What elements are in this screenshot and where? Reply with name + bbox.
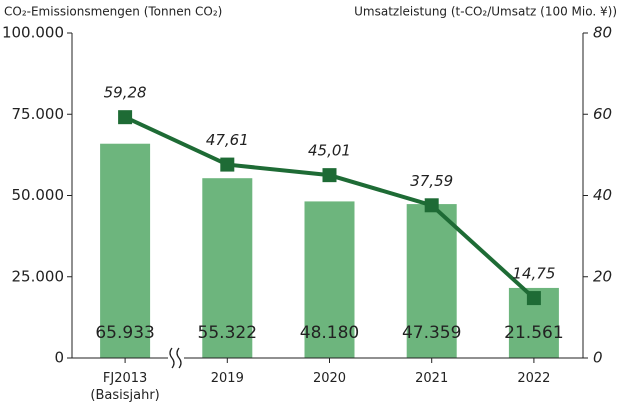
y2-axis-title: Umsatzleistung (t-CO₂/Umsatz (100 Mio. ¥… bbox=[354, 5, 617, 19]
bar bbox=[202, 178, 253, 358]
bar bbox=[100, 143, 151, 358]
y-tick-label: 0 bbox=[54, 349, 64, 367]
line-label: 59,28 bbox=[104, 84, 147, 102]
line-label: 37,59 bbox=[410, 172, 453, 190]
line-marker bbox=[118, 110, 133, 125]
x-tick-label: 2022 bbox=[517, 371, 551, 386]
y2-tick-label: 80 bbox=[593, 24, 612, 42]
bar-label: 55.322 bbox=[198, 323, 257, 343]
y-tick-label: 100.000 bbox=[2, 24, 64, 42]
x-tick-label: 2019 bbox=[210, 371, 244, 386]
bar-label: 21.561 bbox=[504, 323, 563, 343]
y2-tick-label: 60 bbox=[593, 105, 612, 123]
y2-tick-label: 40 bbox=[593, 186, 612, 204]
line-marker bbox=[322, 168, 337, 183]
bar bbox=[406, 204, 457, 358]
bar-label: 65.933 bbox=[95, 323, 154, 343]
y2-tick-label: 20 bbox=[593, 267, 612, 285]
line-label: 14,75 bbox=[512, 265, 555, 283]
y-tick-label: 75.000 bbox=[12, 105, 65, 123]
x-tick-label: 2020 bbox=[312, 371, 347, 386]
axis-break bbox=[168, 346, 184, 370]
x-tick-label: 2021 bbox=[415, 371, 449, 386]
y-axis-title: CO₂-Emissionsmengen (Tonnen CO₂) bbox=[4, 5, 222, 19]
bar bbox=[304, 201, 355, 358]
bar-label: 47.359 bbox=[402, 323, 461, 343]
y-tick-label: 50.000 bbox=[12, 186, 65, 204]
x-tick-label: FJ2013 (Basisjahr) bbox=[90, 371, 160, 403]
line-marker bbox=[220, 157, 235, 172]
line-label: 45,01 bbox=[308, 142, 351, 160]
bar-label: 48.180 bbox=[300, 323, 359, 343]
line-marker bbox=[424, 198, 439, 213]
line-marker bbox=[526, 291, 541, 306]
line-label: 47,61 bbox=[206, 131, 249, 149]
y2-tick-label: 0 bbox=[593, 349, 603, 367]
y-tick-label: 25.000 bbox=[12, 267, 65, 285]
